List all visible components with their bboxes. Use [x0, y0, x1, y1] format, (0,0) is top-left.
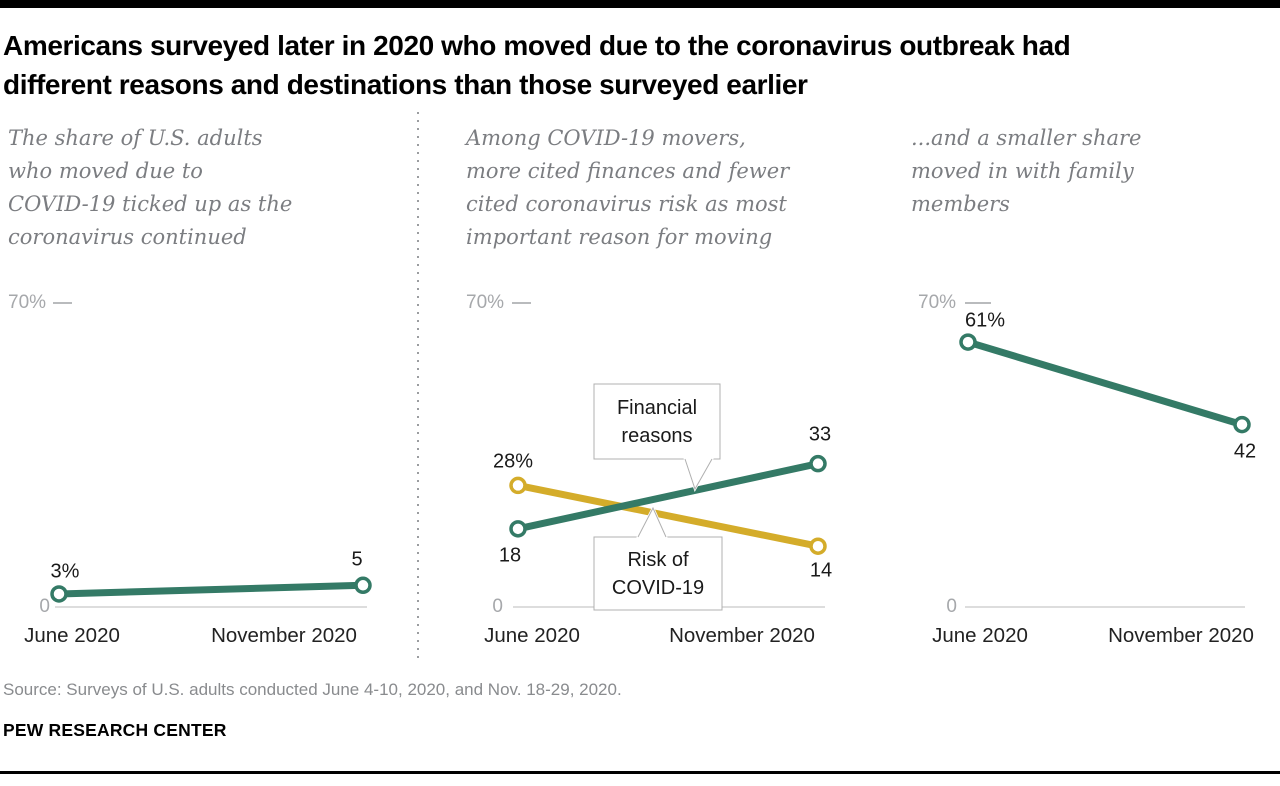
- panel-2-series-1-point-1: [509, 520, 527, 538]
- panel-3-series-1-point-2: [1233, 415, 1251, 434]
- brand-label: PEW RESEARCH CENTER: [3, 720, 227, 740]
- panel-2-series-2-point-2: [809, 537, 827, 555]
- panel-1-subtitle: The share of U.S. adults who moved due t…: [8, 126, 293, 249]
- top-rule: [0, 0, 1280, 8]
- callout-pointer-edge-2: [637, 506, 667, 538]
- callout-pointer-edge-1: [684, 458, 713, 491]
- panel-1-series-1-point-2: [354, 576, 372, 595]
- panel-3-subtitle: ...and a smaller share moved in with fam…: [911, 126, 1142, 216]
- panel-3-series-1-point-1: [959, 333, 977, 351]
- callout-box-1: [593, 383, 721, 460]
- panel-2-subtitle: Among COVID-19 movers, more cited financ…: [466, 126, 790, 249]
- callout-box-2: [593, 536, 723, 611]
- panel-3-series-1-line: [966, 338, 1244, 428]
- panel-1-series-1-point-1: [50, 585, 68, 603]
- panel-2-series-1-point-2: [809, 454, 827, 473]
- panel-2-series-2-line: [517, 481, 819, 550]
- chart-title: Americans surveyed later in 2020 who mov…: [3, 30, 1071, 100]
- panel-2-series-2-point-1: [509, 476, 527, 495]
- source-note: Source: Surveys of U.S. adults conducted…: [3, 680, 622, 699]
- panel-1-series-1-line: [58, 581, 364, 598]
- bottom-rule: [0, 771, 1280, 774]
- panel-2-series-1-line: [517, 460, 819, 533]
- dotted-divider: [417, 112, 419, 658]
